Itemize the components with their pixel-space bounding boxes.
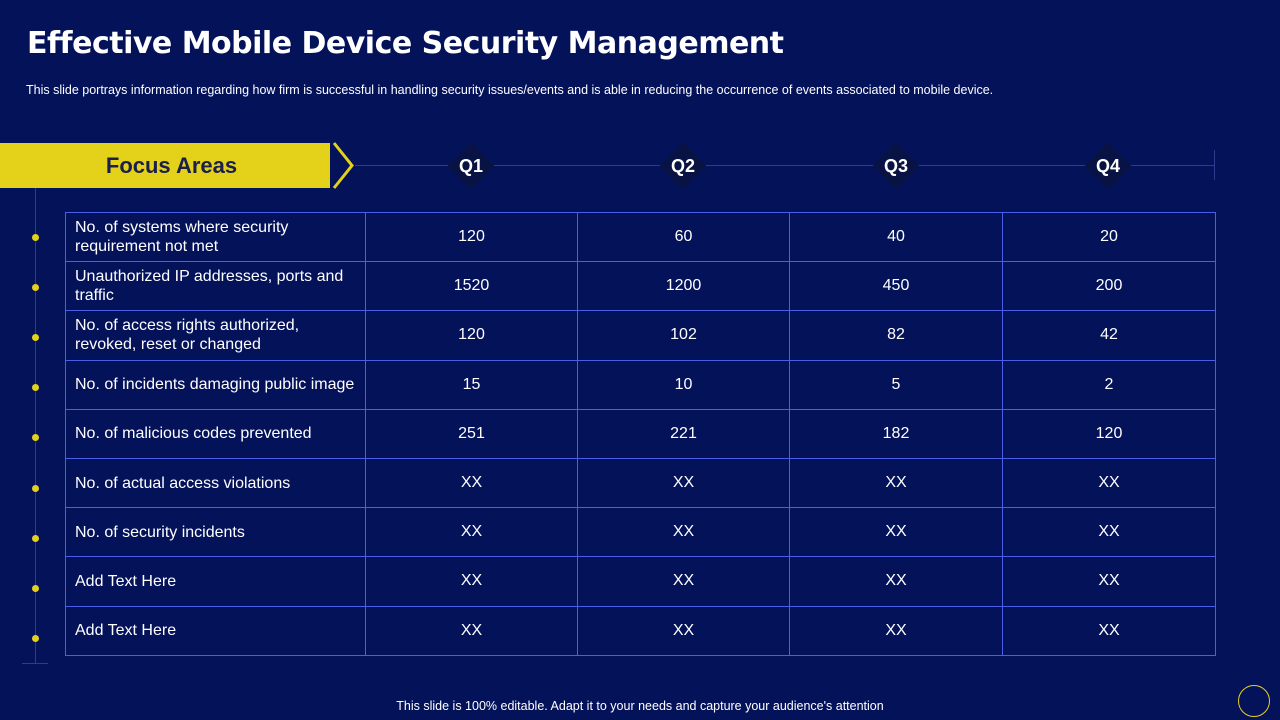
cell-q1: 251 [365, 408, 578, 459]
cell-q2: XX [577, 556, 790, 607]
cell-q3: XX [789, 556, 1003, 607]
cell-q2: 60 [577, 211, 790, 263]
row-label: No. of systems where security requiremen… [65, 211, 366, 263]
cell-q1: 1520 [365, 261, 578, 312]
quarter-label: Q4 [1095, 156, 1120, 176]
quarter-header-q2: Q2 [659, 142, 707, 190]
cell-q2: XX [577, 507, 790, 558]
chevron-right-icon [332, 142, 354, 189]
cell-q1: XX [365, 507, 578, 558]
bullet-dot-icon [32, 284, 39, 291]
cell-q3: 182 [789, 408, 1003, 459]
row-label: No. of access rights authorized, revoked… [65, 310, 366, 361]
bullet-dot-icon [32, 234, 39, 241]
header-divider-end-tick [1214, 150, 1215, 180]
quarter-label: Q2 [670, 156, 695, 176]
cell-q4: 120 [1002, 408, 1216, 459]
timeline-line [35, 188, 36, 664]
table-row: No. of access rights authorized, revoked… [65, 310, 1216, 361]
row-label: Add Text Here [65, 605, 366, 656]
cell-q2: 1200 [577, 261, 790, 312]
cell-q2: 102 [577, 310, 790, 361]
cell-q1: 15 [365, 359, 578, 410]
cell-q3: XX [789, 605, 1003, 656]
cell-q4: 20 [1002, 211, 1216, 263]
page-subtitle: This slide portrays information regardin… [26, 83, 994, 97]
cell-q3: 40 [789, 211, 1003, 263]
bullet-dot-icon [32, 535, 39, 542]
cell-q4: XX [1002, 556, 1216, 607]
quarter-header-q1: Q1 [447, 142, 495, 190]
table-row: No. of malicious codes prevented 251 221… [65, 408, 1216, 459]
header-divider-line [355, 165, 1215, 166]
cell-q3: 450 [789, 261, 1003, 312]
table-row: No. of systems where security requiremen… [65, 211, 1216, 263]
cell-q4: 42 [1002, 310, 1216, 361]
row-label: No. of actual access violations [65, 457, 366, 509]
footer-note: This slide is 100% editable. Adapt it to… [396, 699, 884, 713]
row-label: No. of incidents damaging public image [65, 359, 366, 410]
table-row: No. of security incidents XX XX XX XX [65, 507, 1216, 558]
bullet-dot-icon [32, 585, 39, 592]
page-title: Effective Mobile Device Security Managem… [27, 26, 784, 61]
cell-q2: XX [577, 457, 790, 509]
table-row: No. of actual access violations XX XX XX… [65, 457, 1216, 509]
focus-areas-table: No. of systems where security requiremen… [65, 211, 1216, 656]
table-row: Add Text Here XX XX XX XX [65, 605, 1216, 656]
bullet-dot-icon [32, 434, 39, 441]
focus-areas-label: Focus Areas [105, 153, 238, 178]
cell-q4: XX [1002, 457, 1216, 509]
cell-q2: 10 [577, 359, 790, 410]
cell-q3: 82 [789, 310, 1003, 361]
bullet-dot-icon [32, 384, 39, 391]
cell-q3: XX [789, 507, 1003, 558]
row-label: Unauthorized IP addresses, ports and tra… [65, 261, 366, 312]
quarter-label: Q3 [883, 156, 908, 176]
cell-q3: XX [789, 457, 1003, 509]
bullet-dot-icon [32, 485, 39, 492]
timeline-end-cap [22, 663, 48, 664]
bullet-dot-icon [32, 635, 39, 642]
cell-q1: XX [365, 605, 578, 656]
table-row: Unauthorized IP addresses, ports and tra… [65, 261, 1216, 312]
cell-q4: 2 [1002, 359, 1216, 410]
cell-q2: XX [577, 605, 790, 656]
cell-q4: XX [1002, 605, 1216, 656]
cell-q3: 5 [789, 359, 1003, 410]
table-row: No. of incidents damaging public image 1… [65, 359, 1216, 410]
cell-q4: 200 [1002, 261, 1216, 312]
cell-q1: 120 [365, 211, 578, 263]
focus-areas-banner [0, 143, 330, 188]
row-label: No. of malicious codes prevented [65, 408, 366, 459]
table-row: Add Text Here XX XX XX XX [65, 556, 1216, 607]
cell-q1: XX [365, 556, 578, 607]
row-label: No. of security incidents [65, 507, 366, 558]
quarter-header-q4: Q4 [1084, 142, 1132, 190]
quarter-header-q3: Q3 [872, 142, 920, 190]
cell-q2: 221 [577, 408, 790, 459]
cell-q1: 120 [365, 310, 578, 361]
cell-q1: XX [365, 457, 578, 509]
quarter-label: Q1 [458, 156, 483, 176]
row-label: Add Text Here [65, 556, 366, 607]
circle-ring-icon [1238, 685, 1270, 717]
cell-q4: XX [1002, 507, 1216, 558]
bullet-dot-icon [32, 334, 39, 341]
